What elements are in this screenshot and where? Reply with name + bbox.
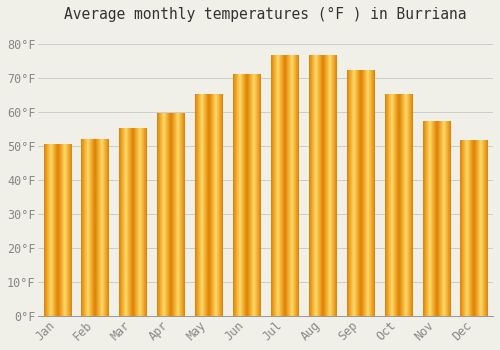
Title: Average monthly temperatures (°F ) in Burriana: Average monthly temperatures (°F ) in Bu… (64, 7, 467, 22)
